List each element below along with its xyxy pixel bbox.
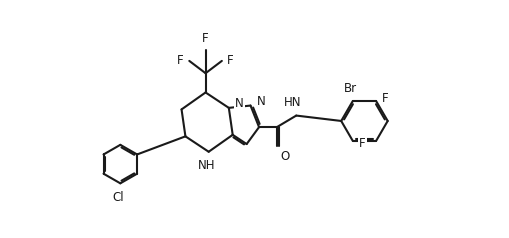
Text: N: N xyxy=(235,97,243,110)
Text: F: F xyxy=(358,137,365,150)
Text: F: F xyxy=(177,55,184,67)
Text: HN: HN xyxy=(283,96,300,109)
Text: Cl: Cl xyxy=(112,191,124,204)
Text: Br: Br xyxy=(343,82,356,95)
Text: F: F xyxy=(227,55,234,67)
Text: N: N xyxy=(256,95,265,108)
Text: F: F xyxy=(382,92,388,105)
Text: O: O xyxy=(280,150,290,163)
Text: NH: NH xyxy=(198,159,215,173)
Text: F: F xyxy=(202,32,209,45)
